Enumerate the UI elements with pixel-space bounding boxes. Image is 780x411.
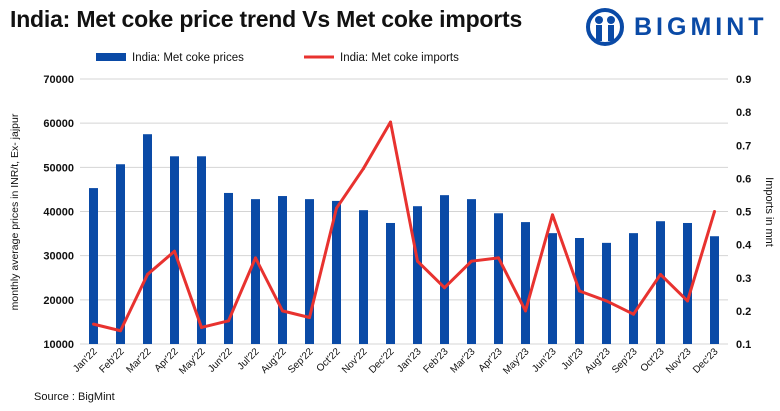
x-tick-label: Sep'22 (286, 346, 316, 376)
x-tick-label: Nov'22 (340, 346, 370, 376)
bar (116, 164, 125, 344)
line-point (389, 120, 392, 124)
line-point (119, 329, 122, 333)
line-point (281, 309, 284, 313)
x-tick-label: May'23 (501, 346, 532, 377)
line-point (632, 312, 635, 316)
bar (251, 199, 260, 344)
bar (413, 206, 422, 344)
source-note: Source : BigMint (34, 391, 115, 403)
x-tick-label: Mar'22 (124, 346, 153, 375)
bar (278, 196, 287, 344)
bigmint-logo: BIGMINT (586, 8, 776, 46)
bar (656, 221, 665, 344)
y2-tick-label: 0.5 (736, 207, 751, 219)
x-tick-label: Apr'23 (477, 346, 505, 374)
y2-tick-label: 0.9 (736, 74, 751, 86)
bar (197, 156, 206, 344)
line-point (659, 272, 662, 276)
bar (386, 222, 395, 344)
y-tick-label: 20000 (43, 295, 74, 307)
line-point (254, 256, 257, 260)
bar (683, 222, 692, 344)
bar (305, 199, 314, 344)
y-tick-label: 30000 (43, 251, 74, 263)
x-tick-label: Dec'22 (367, 346, 397, 376)
line-point (173, 249, 176, 253)
bar (89, 188, 98, 344)
imports-line (93, 120, 716, 333)
y2-tick-label: 0.8 (736, 107, 751, 119)
legend-bar-swatch (96, 53, 126, 61)
bar (521, 222, 530, 344)
x-tick-label: Oct'22 (315, 346, 343, 374)
bar (224, 192, 233, 344)
bar (467, 199, 476, 344)
y2-tick-label: 0.1 (736, 339, 751, 351)
x-tick-label: Feb'23 (421, 346, 450, 375)
y2-tick-label: 0.6 (736, 173, 751, 185)
line-point (497, 256, 500, 260)
bar (629, 233, 638, 344)
x-tick-label: Dec'23 (691, 346, 721, 376)
line-point (686, 299, 689, 303)
x-tick-label: Jun'23 (530, 346, 559, 375)
y-tick-label: 40000 (43, 207, 74, 219)
line-point (227, 319, 230, 323)
line-point (713, 210, 716, 213)
bar (494, 213, 503, 344)
line-point (146, 272, 149, 276)
line-point (308, 316, 311, 319)
x-tick-label: May'22 (177, 346, 208, 377)
bar (602, 242, 611, 344)
bar (143, 134, 152, 344)
bar (359, 210, 368, 344)
legend-line-label: India: Met coke imports (340, 52, 459, 64)
bar (332, 200, 341, 344)
line-point (200, 325, 203, 329)
x-tick-label: Jun'22 (206, 346, 235, 375)
x-tick-label: Oct'23 (639, 346, 667, 374)
line-point (362, 166, 365, 170)
y2-tick-label: 0.2 (736, 306, 751, 318)
y-tick-label: 70000 (43, 74, 74, 86)
x-tick-label: Feb'22 (97, 346, 126, 375)
line-point (578, 289, 581, 293)
line-point (470, 259, 473, 263)
line-point (605, 299, 608, 303)
y2-tick-label: 0.7 (736, 140, 751, 152)
y-tick-label: 50000 (43, 162, 74, 174)
y2-tick-label: 0.3 (736, 273, 751, 285)
y-axis-label: monthly average prices in INR/t, Ex- jaj… (9, 113, 21, 310)
x-tick-label: Mar'23 (448, 346, 477, 375)
y-tick-label: 60000 (43, 118, 74, 130)
y2-tick-label: 0.4 (736, 240, 752, 252)
bar (548, 233, 557, 344)
logo-text: BIGMINT (634, 13, 768, 41)
y2-axis-label: Imports in mnt (763, 177, 775, 247)
line-point (443, 286, 446, 290)
bar (440, 195, 449, 344)
x-tick-label: Nov'23 (664, 346, 694, 376)
x-tick-label: Sep'23 (610, 346, 640, 376)
x-tick-label: Jan'23 (395, 346, 424, 375)
x-tick-label: Jan'22 (71, 346, 100, 375)
line-point (524, 309, 527, 313)
x-tick-label: Apr'22 (153, 346, 181, 374)
bar (710, 236, 719, 344)
bigmint-logo-icon (586, 8, 624, 46)
x-tick-label: Aug'22 (259, 346, 289, 376)
line-point (551, 213, 554, 217)
line-point (92, 322, 95, 326)
x-tick-label: Aug'23 (583, 346, 613, 376)
line-point (335, 206, 338, 210)
line-point (416, 259, 419, 263)
chart-title: India: Met coke price trend Vs Met coke … (10, 6, 523, 32)
y-tick-label: 10000 (43, 339, 74, 351)
legend-bar-label: India: Met coke prices (132, 52, 244, 64)
